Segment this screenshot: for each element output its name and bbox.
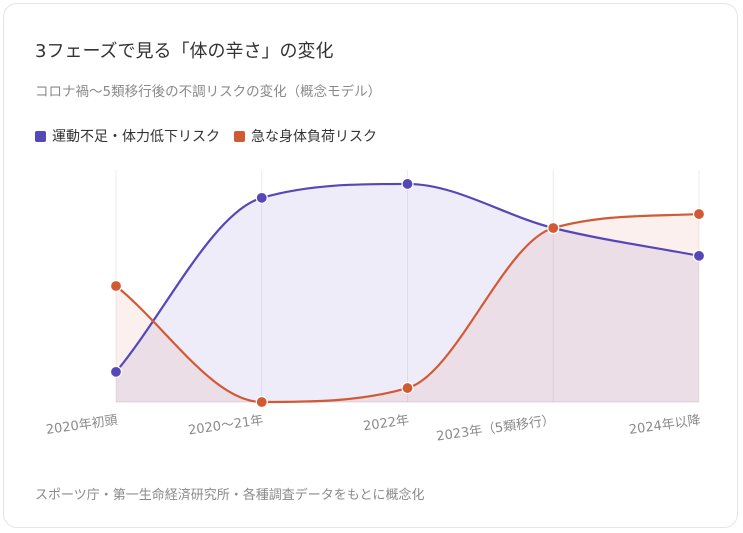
legend-label-exercise: 運動不足・体力低下リスク xyxy=(52,129,220,145)
legend-swatch-exercise xyxy=(35,130,46,142)
chart-card: 3フェーズで見る「体の辛さ」の変化 コロナ禍～5類移行後の不調リスクの変化（概念… xyxy=(3,3,738,528)
x-tick-label-1: 2020～21年 xyxy=(187,413,264,438)
point-load-1 xyxy=(255,395,268,409)
point-exercise-2 xyxy=(401,177,414,191)
chart-subtitle: コロナ禍～5類移行後の不調リスクの変化（概念モデル） xyxy=(35,84,382,100)
x-tick-label-0: 2020年初頭 xyxy=(45,413,118,438)
x-tick-label-4: 2024年以降 xyxy=(628,413,701,438)
legend-item-exercise[interactable]: 運動不足・体力低下リスク xyxy=(35,126,220,146)
point-load-0 xyxy=(109,279,123,293)
point-exercise-4 xyxy=(692,249,706,262)
area-load xyxy=(116,214,699,402)
point-exercise-1 xyxy=(255,191,268,204)
point-load-4 xyxy=(692,207,706,221)
source-note: スポーツ庁・第一生命経済研究所・各種調査データをもとに概念化 xyxy=(35,488,425,503)
legend-label-load: 急な身体負荷リスク xyxy=(251,129,377,145)
area-exercise xyxy=(116,183,699,402)
x-tick-label-2: 2022年 xyxy=(362,413,410,434)
legend-swatch-load xyxy=(234,130,245,142)
legend-item-load[interactable]: 急な身体負荷リスク xyxy=(234,126,377,146)
chart-title: 3フェーズで見る「体の辛さ」の変化 xyxy=(35,41,334,62)
x-tick-label-3: 2023年（5類移行） xyxy=(436,413,556,444)
legend: 運動不足・体力低下リスク 急な身体負荷リスク xyxy=(35,126,391,146)
point-load-3 xyxy=(547,221,560,235)
point-load-2 xyxy=(401,381,414,395)
point-exercise-0 xyxy=(109,365,123,378)
